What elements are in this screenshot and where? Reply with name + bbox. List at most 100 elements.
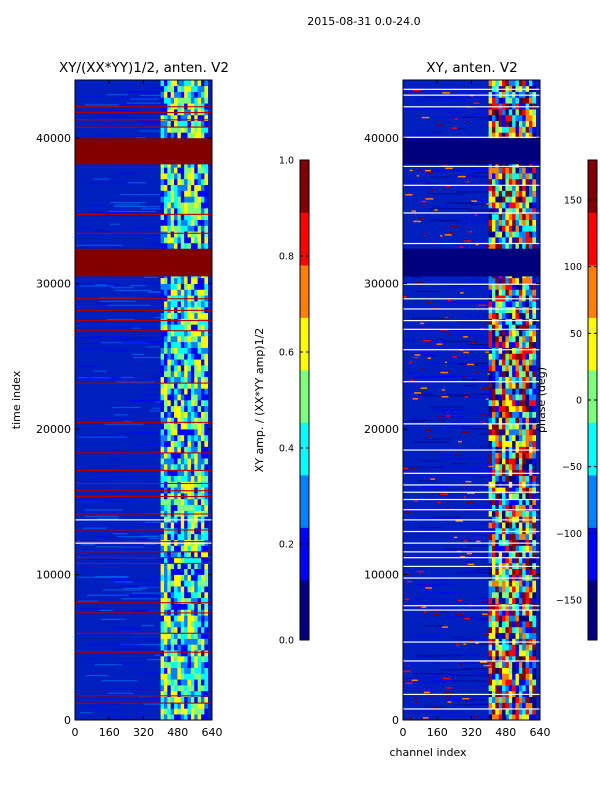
heatmap-cell: [187, 429, 192, 436]
flagged-row: [75, 421, 212, 423]
heatmap-cell: [190, 190, 195, 197]
heatmap-cell: [184, 690, 188, 698]
heatmap-cell: [197, 667, 202, 674]
heatmap-cell: [143, 703, 161, 705]
y-tick-label: 30000: [364, 278, 399, 291]
heatmap-cell: [495, 225, 500, 232]
heatmap-cell: [194, 574, 198, 581]
heatmap-cell: [518, 213, 523, 220]
heatmap-cell: [190, 370, 195, 378]
heatmap-speckle: [466, 501, 474, 504]
heatmap-cell: [184, 644, 188, 651]
heatmap-cell: [180, 359, 185, 366]
heatmap-cell: [491, 667, 496, 674]
white-row: [403, 557, 540, 559]
heatmap-cell: [174, 568, 178, 575]
heatmap-cell: [512, 167, 516, 174]
heatmap-cell: [448, 357, 476, 359]
flagged-row: [75, 651, 212, 653]
heatmap-cell: [457, 419, 479, 421]
heatmap-cell: [515, 557, 520, 564]
heatmap-cell: [525, 644, 530, 651]
heatmap-cell: [522, 650, 526, 657]
heatmap-cell: [528, 702, 533, 709]
heatmap-cell: [407, 677, 448, 679]
heatmap-speckle: [463, 617, 471, 620]
heatmap-cell: [505, 656, 510, 663]
heatmap-speckle: [420, 200, 428, 203]
heatmap-cell: [508, 382, 513, 389]
heatmap-cell: [518, 498, 523, 506]
heatmap-cell: [498, 434, 503, 442]
heatmap-cell: [160, 638, 165, 645]
heatmap-cell: [174, 603, 178, 610]
heatmap-cell: [525, 702, 530, 709]
heatmap-cell: [525, 370, 530, 378]
heatmap-cell: [502, 341, 506, 348]
heatmap-cell: [479, 642, 489, 644]
heatmap-cell: [170, 458, 175, 465]
heatmap-cell: [197, 621, 202, 628]
heatmap-cell: [528, 615, 533, 622]
heatmap-cell: [518, 347, 523, 354]
heatmap-cell: [502, 679, 506, 686]
heatmap-cell: [518, 615, 523, 622]
heatmap-cell: [174, 184, 178, 191]
heatmap-cell: [515, 464, 520, 471]
heatmap-cell: [204, 417, 209, 424]
flagged-row: [75, 309, 212, 311]
heatmap-cell: [197, 417, 202, 424]
heatmap-cell: [528, 394, 533, 401]
colorbar-segment: [588, 542, 597, 551]
heatmap-cell: [138, 672, 161, 675]
heatmap-cell: [508, 225, 513, 232]
heatmap-cell: [508, 417, 513, 424]
heatmap-cell: [170, 574, 175, 581]
heatmap-cell: [204, 533, 209, 540]
heatmap-cell: [505, 376, 510, 383]
heatmap-cell: [187, 80, 192, 87]
white-row: [403, 449, 540, 451]
heatmap-cell: [532, 434, 537, 442]
heatmap-cell: [204, 400, 209, 407]
colorbar-segment: [300, 512, 309, 521]
heatmap-cell: [433, 408, 464, 411]
heatmap-speckle: [423, 611, 427, 613]
heatmap-cell: [170, 673, 175, 680]
heatmap-cell: [148, 291, 161, 293]
heatmap-cell: [174, 97, 178, 104]
heatmap-cell: [515, 551, 520, 558]
heatmap-cell: [528, 237, 533, 244]
heatmap-cell: [488, 173, 493, 180]
heatmap-cell: [495, 452, 500, 459]
white-row: [403, 542, 540, 544]
heatmap-cell: [498, 405, 503, 412]
heatmap-cell: [512, 551, 516, 558]
heatmap-cell: [167, 644, 172, 651]
heatmap-cell: [204, 498, 209, 506]
heatmap-cell: [445, 202, 474, 204]
heatmap-cell: [190, 562, 195, 570]
heatmap-cell: [495, 626, 500, 634]
heatmap-cell: [532, 289, 537, 296]
heatmap-cell: [177, 347, 182, 354]
heatmap-cell: [515, 208, 520, 215]
heatmap-cell: [528, 388, 533, 395]
heatmap-cell: [495, 400, 500, 407]
heatmap-cell: [167, 458, 172, 465]
heatmap-cell: [194, 400, 198, 407]
flagged-row: [75, 551, 212, 553]
heatmap-cell: [174, 114, 178, 122]
heatmap-cell: [512, 592, 516, 599]
heatmap-speckle: [453, 536, 458, 539]
heatmap-cell: [522, 178, 526, 186]
colorbar-segment: [300, 490, 309, 498]
heatmap-cell: [177, 667, 182, 674]
heatmap-cell: [204, 202, 209, 209]
heatmap-cell: [495, 341, 500, 348]
heatmap-cell: [194, 504, 198, 511]
heatmap-cell: [180, 528, 185, 535]
heatmap-speckle: [487, 373, 490, 375]
heatmap-cell: [488, 184, 493, 191]
heatmap-cell: [170, 667, 175, 674]
